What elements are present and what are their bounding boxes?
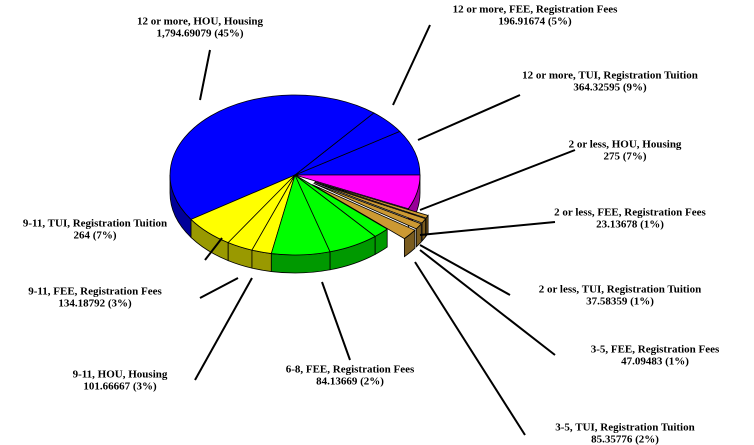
leader-line: [414, 261, 526, 436]
leader-line: [199, 277, 239, 299]
slice-value-label: 101.66667 (3%): [83, 381, 157, 393]
slice-label: 2 or less, HOU, Housing: [569, 139, 682, 151]
slice: [294, 174, 388, 237]
slice: [314, 181, 429, 219]
leader-line: [204, 237, 223, 261]
leader-line: [199, 49, 211, 101]
leader-line: [321, 281, 351, 361]
slice-label: 2 or less, FEE, Registration Fees: [554, 207, 706, 219]
slice-label: 12 or more, TUI, Registration Tuition: [522, 70, 698, 82]
slice-value-label: 275 (7%): [603, 151, 646, 163]
slice-value-label: 1,794.69079 (45%): [156, 28, 243, 40]
slice-label: 12 or more, FEE, Registration Fees: [453, 4, 619, 16]
slice-value-label: 47.09483 (1%): [621, 356, 689, 368]
slice-value-label: 134.18792 (3%): [58, 298, 132, 310]
slice: [169, 94, 375, 220]
slice-value-label: 23.13678 (1%): [596, 219, 664, 231]
slice-value-label: 85.35776 (2%): [591, 434, 659, 445]
slice-side: [425, 214, 429, 238]
slice: [294, 174, 421, 210]
leader-line: [419, 244, 511, 296]
slice-value-label: 264 (7%): [73, 230, 116, 242]
slice-label: 9-11, FEE, Registration Fees: [28, 286, 162, 298]
slice-value-label: 37.58359 (1%): [586, 296, 654, 308]
slice-label: 12 or more, HOU, Housing: [137, 16, 264, 28]
slice-label: 9-11, TUI, Registration Tuition: [23, 218, 167, 230]
slice: [314, 182, 427, 224]
slice-label: 9-11, HOU, Housing: [73, 369, 168, 381]
slice-label: 6-8, FEE, Registration Fees: [286, 364, 415, 376]
slice-label: 3-5, FEE, Registration Fees: [591, 344, 720, 356]
leader-line: [392, 24, 431, 106]
leader-line: [419, 221, 556, 236]
leader-line: [419, 249, 556, 356]
slice-label: 2 or less, TUI, Registration Tuition: [539, 284, 701, 296]
leader-line: [194, 277, 253, 381]
leader-line: [419, 149, 576, 211]
leader-line: [417, 94, 521, 141]
slice-value-label: 196.91674 (5%): [498, 16, 572, 28]
slice-label: 3-5, TUI, Registration Tuition: [555, 422, 694, 434]
slice-value-label: 364.32595 (9%): [573, 82, 647, 94]
slice: [311, 184, 416, 240]
slice-value-label: 84.13669 (2%): [316, 376, 384, 388]
slice: [313, 182, 422, 230]
